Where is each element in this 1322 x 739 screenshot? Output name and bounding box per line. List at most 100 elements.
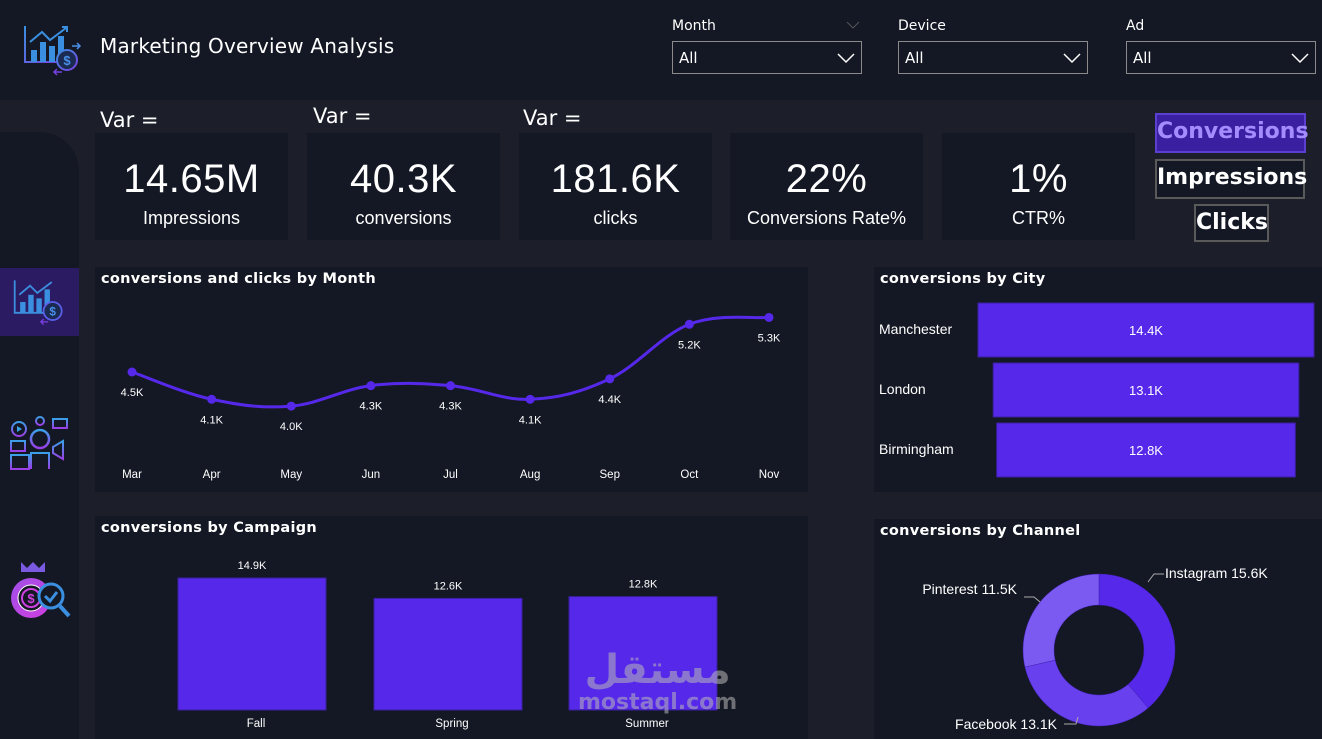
data-label: 4.3K <box>439 401 462 413</box>
city-bar-chart: Manchester 14.4K London 13.1K Birmingham 12.8… <box>879 302 1315 478</box>
kpi-card-impressions: 14.65M Impressions <box>95 133 288 240</box>
device-filter-label: Device <box>898 18 946 34</box>
bar <box>996 422 1296 478</box>
bar <box>992 362 1300 418</box>
marketing-people-icon <box>9 416 68 470</box>
data-point <box>446 381 455 391</box>
data-label: 12.8K <box>629 579 658 591</box>
svg-text:$: $ <box>63 53 71 68</box>
x-tick-label: Aug <box>520 469 540 481</box>
data-label: 12.6K <box>434 580 463 592</box>
var-label: Var = <box>313 104 372 128</box>
kpi-label: conversions <box>355 208 452 228</box>
x-tick-label: May <box>280 469 302 481</box>
chart-dollar-icon: $ <box>22 22 84 78</box>
month-dropdown-value: All <box>679 49 698 67</box>
series-line <box>131 315 770 409</box>
month-dropdown[interactable]: All <box>672 41 862 74</box>
chevron-down-icon[interactable] <box>846 18 860 32</box>
kpi-value: 1% <box>1009 157 1068 201</box>
channel-chart-panel: conversions by Channel Instagram 15.6K Fa… <box>874 519 1322 739</box>
month-filter: Month All <box>672 16 862 74</box>
x-tick-label: Apr <box>203 469 221 481</box>
y-tick-label: London <box>879 381 926 397</box>
ad-filter: Ad All <box>1126 16 1316 74</box>
x-tick-label: Jul <box>443 469 458 481</box>
data-label: 12.8K <box>1129 443 1163 458</box>
kpi-label: Impressions <box>142 208 241 228</box>
data-point <box>605 374 615 384</box>
data-label: Facebook 13.1K <box>955 716 1058 732</box>
data-point <box>525 394 535 404</box>
donut-slice <box>1098 573 1176 709</box>
data-label: 14.9K <box>238 560 267 572</box>
device-dropdown-value: All <box>905 49 924 67</box>
kpi-label: CTR% <box>1012 208 1065 228</box>
kpi-label: clicks <box>593 208 638 228</box>
chevron-down-icon <box>837 53 855 64</box>
data-label: Pinterest 11.5K <box>922 581 1017 597</box>
sidebar-item-budget[interactable]: $ <box>0 556 79 624</box>
kpi-card-ctr: 1% CTR% <box>942 133 1135 240</box>
data-point <box>207 394 217 404</box>
kpi-card-conversions: 40.3K conversions <box>307 133 500 240</box>
header-bar: $ Marketing Overview Analysis Month All … <box>0 0 1322 100</box>
kpi-label: Conversions Rate% <box>746 208 907 228</box>
svg-text:$: $ <box>49 306 56 319</box>
kpi-value: 181.6K <box>550 157 681 201</box>
data-point <box>127 367 137 377</box>
data-label: 5.3K <box>758 332 781 344</box>
sidebar-item-campaigns[interactable] <box>0 410 79 478</box>
toggle-conversions-button[interactable]: Conversions <box>1155 113 1309 153</box>
x-tick-label: Fall <box>247 718 266 730</box>
y-tick-label: Manchester <box>879 321 952 337</box>
data-label: Instagram 15.6K <box>1165 565 1268 581</box>
chart-title: conversions and clicks by Month <box>101 271 377 287</box>
sidebar-item-overview[interactable]: $ <box>0 268 79 336</box>
x-tick-label: Summer <box>625 718 669 730</box>
data-label: 13.1K <box>1129 383 1163 398</box>
chevron-down-icon <box>1063 53 1081 64</box>
ad-dropdown-value: All <box>1133 49 1152 67</box>
x-tick-label: Mar <box>122 469 142 481</box>
data-label: 4.5K <box>121 387 144 399</box>
money-bag-search-icon: $ <box>10 562 70 618</box>
kpi-value: 14.65M <box>123 157 260 201</box>
ad-dropdown[interactable]: All <box>1126 41 1316 74</box>
leader-line <box>1024 596 1041 603</box>
leader-line <box>1064 716 1079 725</box>
bar <box>373 597 523 711</box>
kpi-card-conversion-rate: 22% Conversions Rate% <box>730 133 923 240</box>
data-point <box>684 319 694 329</box>
data-point <box>286 401 296 411</box>
chart-dollar-icon: $ <box>13 280 63 326</box>
toggle-clicks-button[interactable]: Clicks <box>1194 204 1269 242</box>
kpi-value: 40.3K <box>349 157 458 201</box>
data-label: 4.1K <box>519 414 542 426</box>
data-point <box>764 312 774 322</box>
var-label: Var = <box>100 108 159 132</box>
monthly-chart-panel: conversions and clicks by Month 4.5K Mar 4… <box>95 267 808 492</box>
sidebar: $ $ <box>0 132 79 739</box>
chevron-down-icon <box>1291 53 1309 64</box>
data-label: 4.0K <box>280 421 303 433</box>
donut-slice <box>1024 659 1149 727</box>
x-tick-label: Jun <box>362 469 381 481</box>
toggle-impressions-button[interactable]: Impressions <box>1155 159 1307 199</box>
campaign-chart-panel: conversions by Campaign 14.9K Fall 12.6K Sp… <box>95 516 808 739</box>
bar <box>177 577 327 711</box>
var-label: Var = <box>523 106 582 130</box>
kpi-value: 22% <box>785 157 868 201</box>
line-chart: 4.5K Mar 4.1K Apr 4.0K May 4.3K Jun 4.3K Jul 4.1K A… <box>121 312 781 481</box>
device-dropdown[interactable]: All <box>898 41 1088 74</box>
chart-title: conversions by Channel <box>880 523 1081 539</box>
device-filter: Device All <box>898 16 1088 74</box>
x-tick-label: Oct <box>680 469 699 481</box>
y-tick-label: Birmingham <box>879 441 954 457</box>
x-tick-label: Spring <box>435 718 468 730</box>
chart-title: conversions by Campaign <box>101 520 318 536</box>
x-tick-label: Sep <box>600 469 620 481</box>
data-label: 4.1K <box>200 414 223 426</box>
data-label: 4.3K <box>360 401 383 413</box>
channel-donut-chart: Instagram 15.6K Facebook 13.1K Pinterest 1… <box>922 565 1268 732</box>
